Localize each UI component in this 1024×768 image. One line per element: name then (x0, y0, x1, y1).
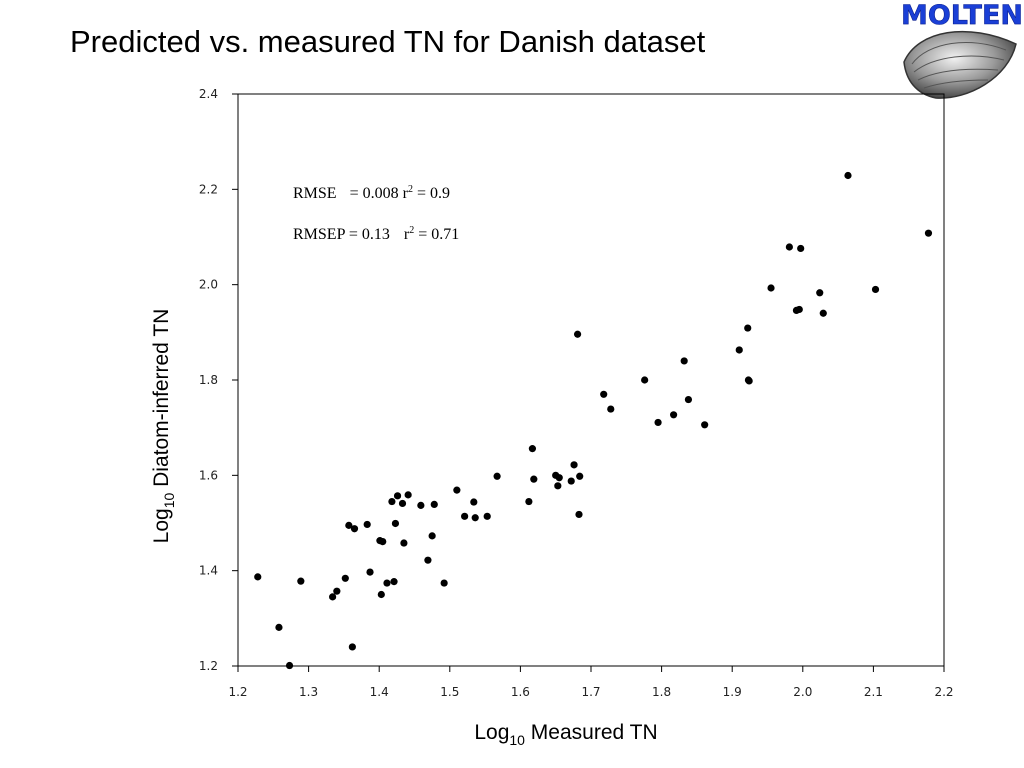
data-point (735, 346, 743, 354)
y-tick-label: 2.2 (199, 182, 218, 196)
data-point (684, 395, 693, 404)
data-point (871, 285, 880, 294)
data-point (471, 514, 479, 522)
data-point (767, 284, 775, 292)
data-point (430, 500, 438, 509)
data-point (797, 244, 805, 253)
data-point (493, 472, 501, 480)
data-point (297, 577, 305, 585)
x-tick-label: 1.3 (299, 685, 318, 699)
data-point (345, 521, 353, 529)
data-point (254, 573, 262, 581)
y-axis: 1.2 1.4 1.6 1.8 2.0 2.2 2.4 (199, 87, 238, 673)
data-points (254, 171, 933, 670)
molten-logo: MOLTEN (901, 0, 1023, 99)
data-point (745, 377, 753, 385)
data-point (567, 477, 575, 485)
y-tick-label: 1.8 (199, 373, 218, 387)
data-point (341, 574, 349, 582)
data-point (528, 445, 537, 453)
data-point (819, 309, 827, 317)
data-point (555, 474, 563, 482)
data-point (573, 330, 582, 338)
data-point (795, 305, 803, 314)
diatom-icon (903, 30, 1017, 99)
data-point (366, 568, 374, 576)
data-point (440, 579, 448, 587)
data-point (363, 520, 371, 529)
x-tick-label: 2.1 (864, 685, 883, 699)
slide-title: Predicted vs. measured TN for Danish dat… (70, 24, 706, 59)
y-tick-label: 2.4 (199, 87, 218, 101)
data-point (390, 578, 398, 586)
data-point (388, 497, 396, 506)
data-point (393, 492, 402, 500)
x-tick-label: 1.5 (440, 685, 459, 699)
data-point (570, 461, 578, 469)
data-point (350, 525, 359, 533)
data-point (329, 593, 337, 601)
data-point (654, 418, 662, 427)
data-point (744, 324, 752, 332)
x-tick-label: 1.8 (652, 685, 671, 699)
x-tick-label: 1.9 (723, 685, 742, 699)
data-point (785, 243, 793, 251)
data-point (470, 498, 478, 506)
data-point (483, 512, 491, 520)
data-point (554, 482, 562, 490)
data-point (600, 390, 608, 398)
data-point (461, 512, 469, 520)
x-tick-label: 2.2 (934, 685, 953, 699)
logo-text: MOLTEN (901, 0, 1023, 31)
data-point (680, 357, 688, 365)
data-point (576, 472, 584, 480)
data-point (453, 486, 461, 494)
data-point (428, 532, 436, 540)
y-tick-label: 2.0 (199, 278, 218, 292)
rmsep-annotation: RMSEP = 0.13 r2 = 0.71 (293, 225, 459, 243)
data-point (285, 661, 294, 670)
data-point (275, 623, 283, 631)
data-point (333, 587, 341, 595)
x-tick-label: 1.6 (511, 685, 530, 699)
data-point (383, 579, 391, 587)
y-axis-title: Log10 Diatom-inferred TN (150, 309, 177, 544)
y-tick-label: 1.4 (199, 564, 218, 578)
data-point (398, 499, 407, 508)
x-axis-title: Log10 Measured TN (474, 721, 657, 748)
y-tick-label: 1.6 (199, 468, 218, 482)
data-point (844, 171, 852, 180)
data-point (348, 643, 356, 651)
data-point (924, 229, 933, 237)
x-tick-label: 1.2 (228, 685, 247, 699)
data-point (379, 537, 387, 546)
x-tick-label: 1.7 (581, 685, 600, 699)
data-point (670, 411, 678, 419)
data-point (417, 501, 425, 509)
x-tick-label: 2.0 (793, 685, 812, 699)
rmse-annotation: RMSE = 0.008 r2 = 0.9 (293, 184, 450, 202)
y-tick-label: 1.2 (199, 659, 218, 673)
data-point (525, 497, 533, 506)
data-point (377, 590, 385, 599)
data-point (575, 510, 583, 519)
data-point (400, 539, 408, 547)
data-point (424, 556, 432, 564)
data-point (607, 405, 615, 413)
data-point (530, 475, 538, 483)
x-tick-label: 1.4 (370, 685, 389, 699)
data-point (816, 289, 824, 297)
data-point (391, 519, 400, 528)
data-point (641, 376, 649, 384)
data-point (404, 491, 412, 499)
data-point (701, 421, 709, 429)
x-axis: 1.2 1.3 1.4 1.5 1.6 1.7 1.8 1.9 2.0 2.1 2.2 (228, 666, 954, 699)
